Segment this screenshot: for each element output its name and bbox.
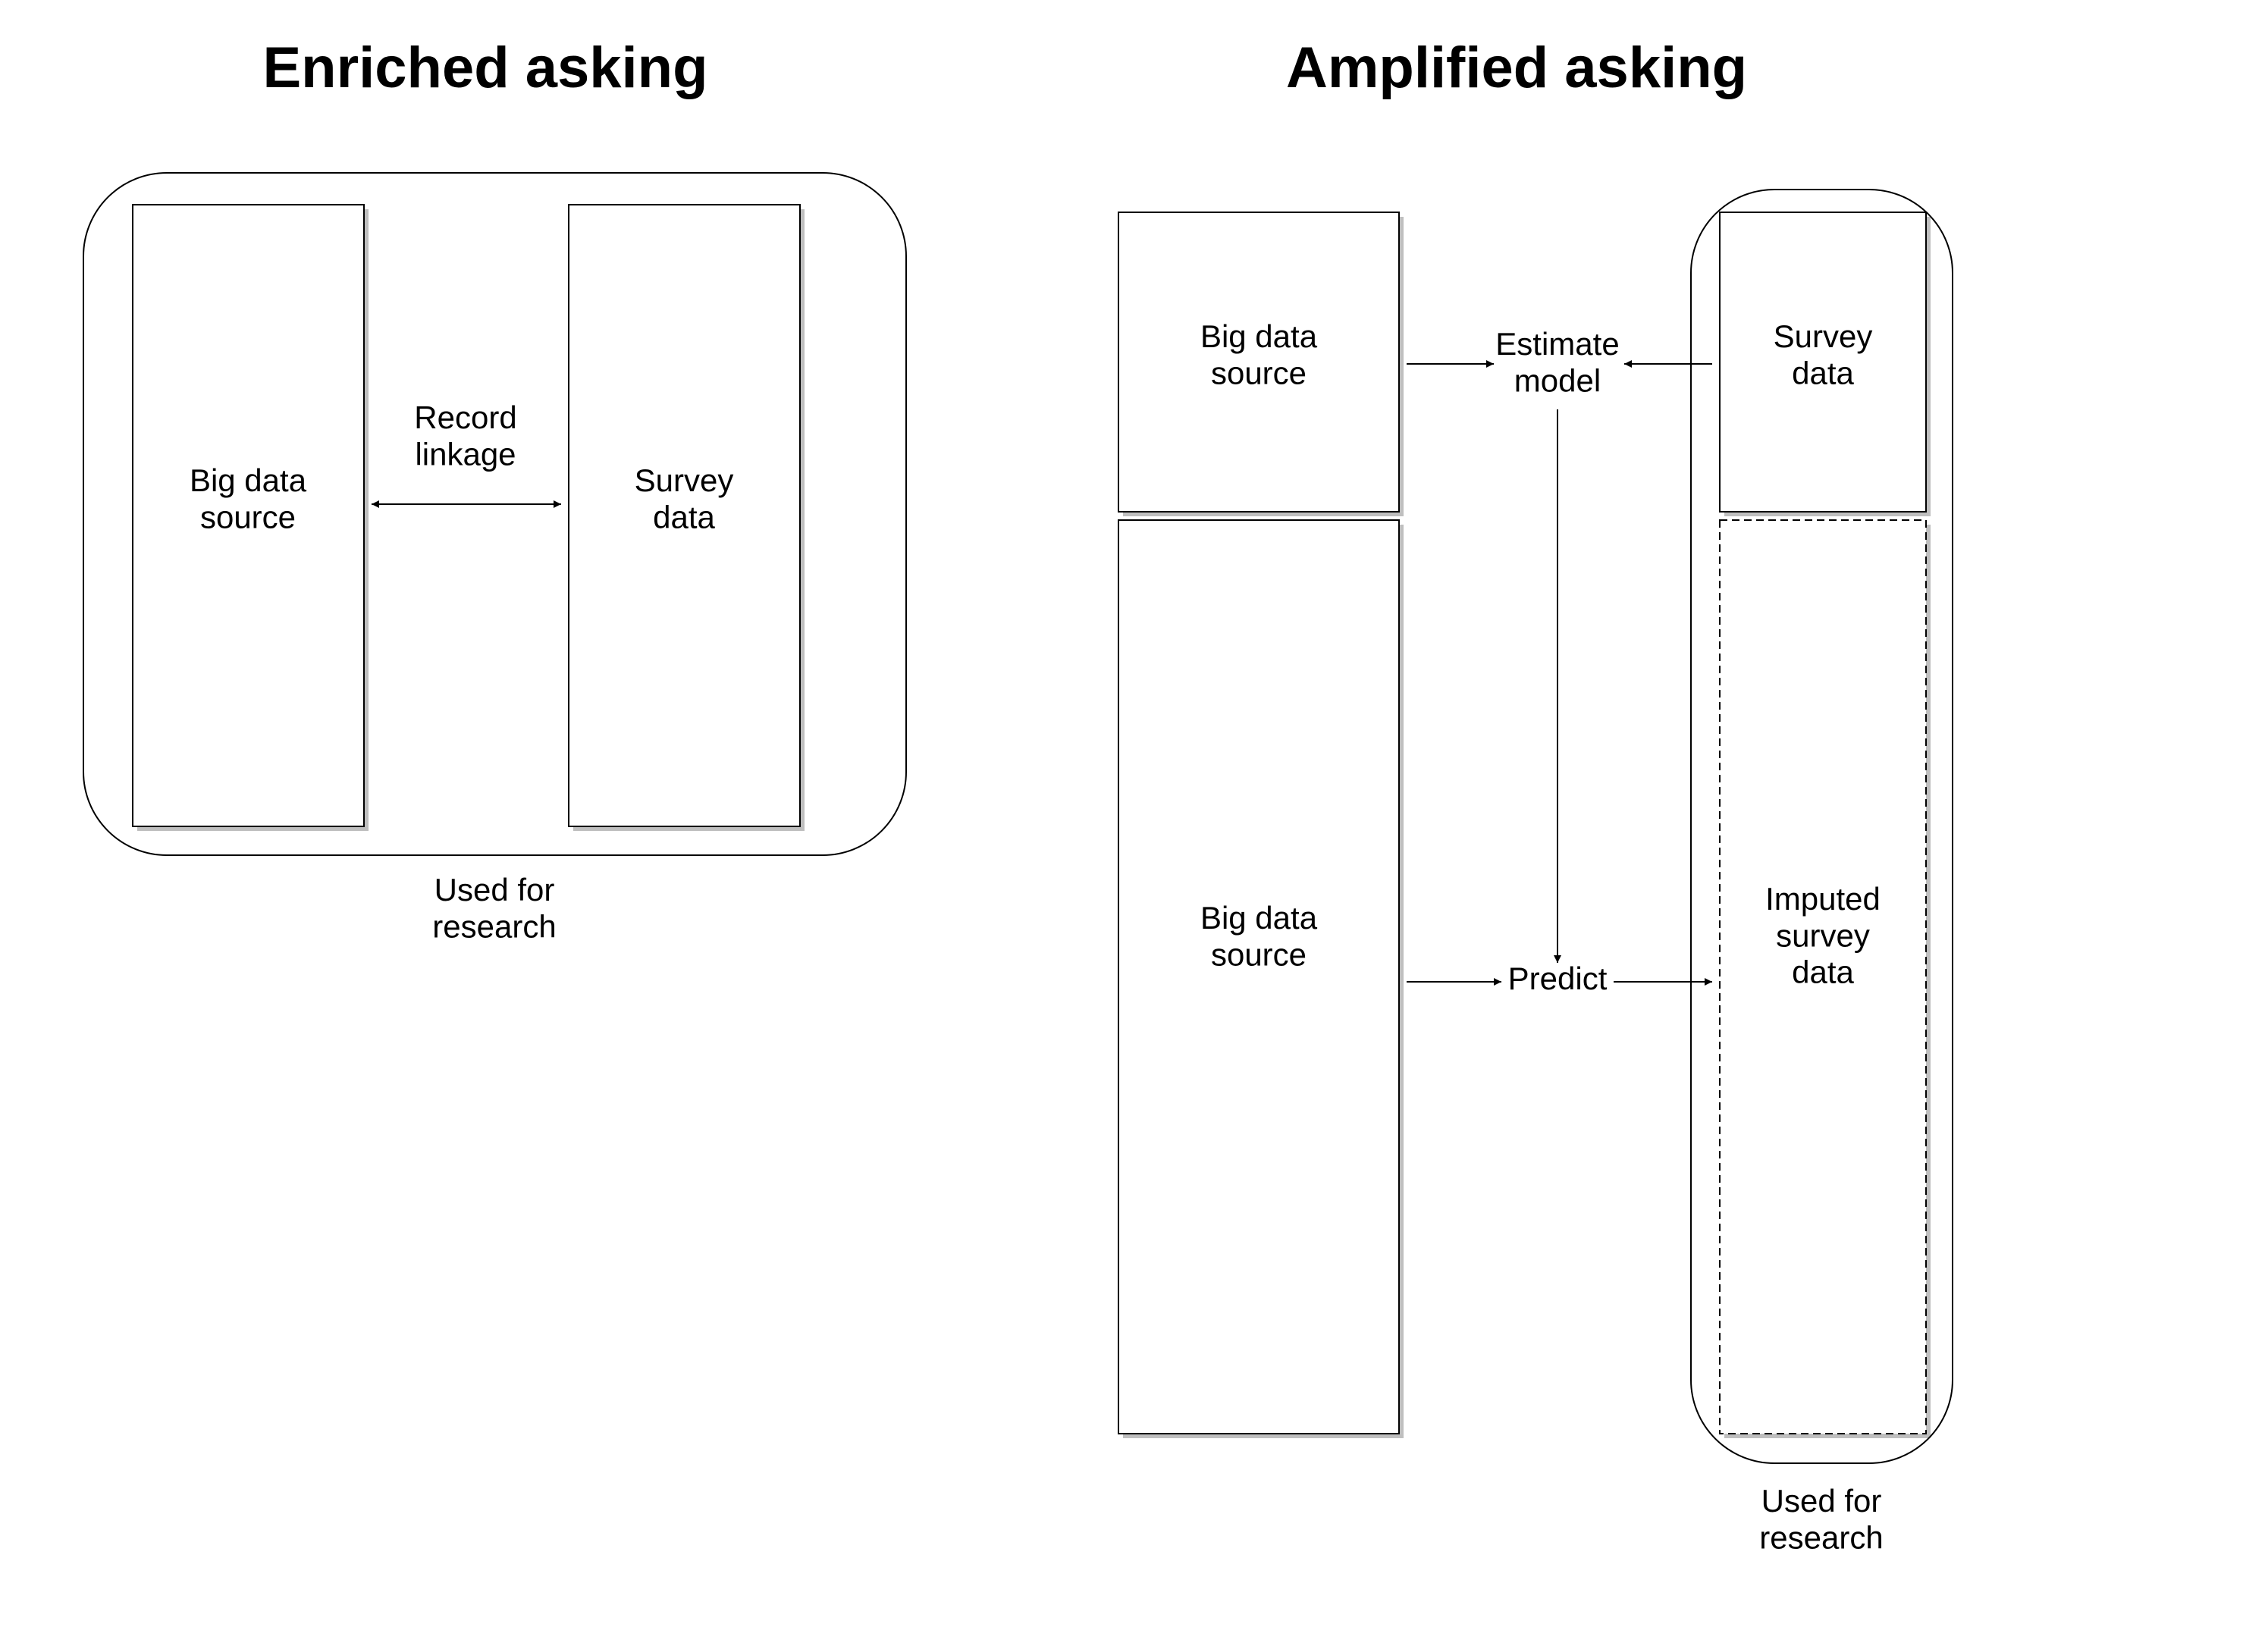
amplified-bigdata-bottom-box [1118,520,1399,1434]
estimate-model-label: Estimatemodel [1495,326,1619,398]
enriched-bigdata-label: Big datasource [190,462,307,534]
enriched-caption: Used forresearch [432,872,556,944]
title-amplified: Amplified asking [1286,36,1747,100]
title-enriched: Enriched asking [262,36,707,100]
predict-label: Predict [1508,961,1608,996]
record-linkage-label: Recordlinkage [414,400,516,472]
amplified-bigdata-bottom-label: Big datasource [1200,900,1318,972]
amplified-caption: Used forresearch [1759,1483,1883,1555]
amplified-bigdata-top-label: Big datasource [1200,318,1318,390]
